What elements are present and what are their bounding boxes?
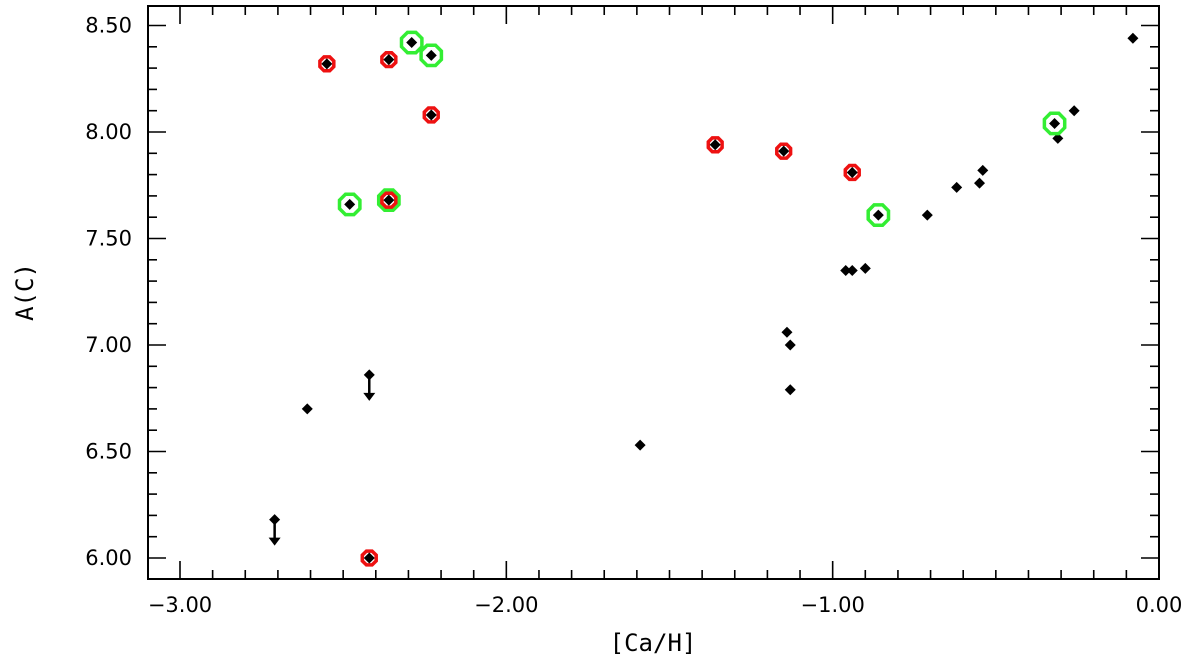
data-point (846, 264, 858, 276)
data-points (268, 30, 1139, 567)
data-point (921, 209, 933, 221)
diamond-point (709, 139, 721, 151)
diamond-point (383, 194, 395, 206)
data-point (1052, 132, 1064, 144)
diamond-point (872, 209, 884, 221)
diamond-point (425, 49, 437, 61)
data-point (866, 203, 891, 227)
data-point (840, 264, 852, 276)
y-tick-label: 7.50 (85, 227, 132, 251)
data-point (859, 262, 871, 274)
data-point (268, 514, 281, 546)
data-point (634, 439, 646, 451)
data-point (337, 192, 362, 217)
diamond-point (634, 439, 646, 451)
axis-ticks (148, 6, 1160, 579)
y-tick-label: 6.00 (85, 546, 132, 570)
diamond-point (1068, 105, 1080, 117)
diamond-point (1049, 117, 1061, 129)
data-point (977, 164, 989, 176)
diamond-point (383, 54, 395, 66)
diamond-point (784, 339, 796, 351)
y-tick-label: 8.00 (85, 120, 132, 144)
y-axis-title: A(C) (11, 263, 39, 321)
data-point (301, 403, 313, 415)
y-tick-label: 8.50 (85, 14, 132, 38)
diamond-point (784, 384, 796, 396)
data-point (422, 106, 440, 124)
data-point (951, 181, 963, 193)
diamond-point (406, 37, 418, 49)
data-point (775, 142, 793, 160)
data-point (360, 549, 378, 567)
data-point (1127, 32, 1139, 44)
data-point (380, 50, 398, 69)
diamond-point (425, 109, 437, 121)
diamond-point (1127, 32, 1139, 44)
diamond-point (778, 145, 790, 157)
diamond-point (846, 264, 858, 276)
diamond-point (344, 198, 356, 210)
diamond-point (363, 552, 375, 564)
data-point (784, 339, 796, 351)
data-point (318, 55, 336, 73)
data-point (399, 30, 424, 55)
x-tick-label: 0.00 (1136, 593, 1183, 617)
plot-frame (147, 5, 1160, 580)
y-tick-label: 7.00 (85, 333, 132, 357)
data-point (1068, 105, 1080, 117)
y-tick-label: 6.50 (85, 440, 132, 464)
upper-limit-arrow-head (363, 392, 376, 401)
data-point (843, 163, 861, 182)
diamond-point (321, 58, 333, 70)
y-tick-labels: 6.00 6.50 7.00 7.50 8.00 8.50 (85, 14, 132, 571)
diamond-point (840, 264, 852, 276)
diamond-point (974, 177, 986, 189)
diamond-point (781, 326, 793, 338)
upper-limit-arrow-head (268, 537, 281, 546)
x-tick-label: −3.00 (148, 593, 212, 617)
diamond-point (859, 262, 871, 274)
data-point (1042, 111, 1067, 136)
x-axis-title: [Ca/H] (610, 629, 697, 657)
data-point (363, 369, 376, 401)
data-point (781, 326, 793, 338)
data-point (419, 43, 444, 68)
data-point (706, 136, 724, 154)
diamond-point (301, 403, 313, 415)
data-point (376, 188, 401, 213)
x-tick-label: −2.00 (474, 593, 538, 617)
data-point (974, 177, 986, 189)
diamond-point (951, 181, 963, 193)
data-point (784, 384, 796, 396)
diamond-point (1052, 132, 1064, 144)
x-tick-labels: −3.00 −2.00 −1.00 0.00 (148, 593, 1183, 617)
diamond-point (921, 209, 933, 221)
diamond-point (846, 166, 858, 178)
x-tick-label: −1.00 (800, 593, 864, 617)
diamond-point (977, 164, 989, 176)
